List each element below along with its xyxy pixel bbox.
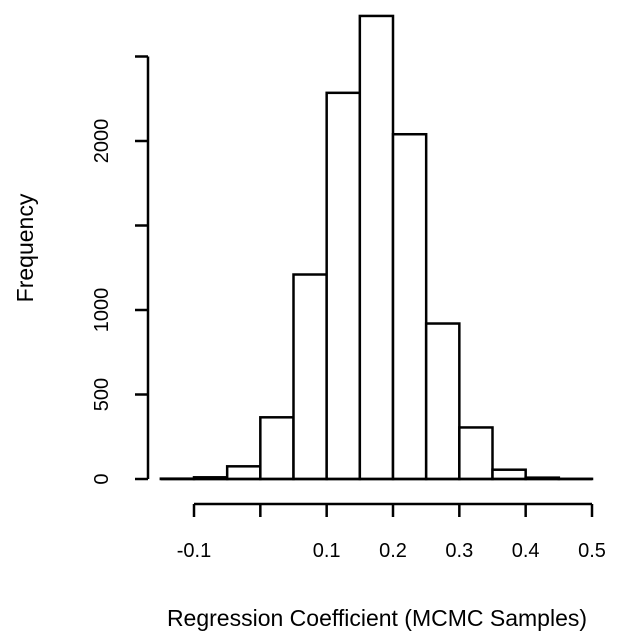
histogram-bar — [259, 416, 295, 481]
x-axis-tick-label: 0.4 — [512, 540, 540, 562]
histogram-bars — [159, 14, 594, 481]
x-axis-label: Regression Coefficient (MCMC Samples) — [167, 605, 587, 631]
y-axis-tick-label: 1000 — [91, 288, 113, 333]
y-axis-tick-label: 500 — [91, 378, 113, 411]
histogram-bar — [491, 468, 527, 481]
x-axis-tick-label: 0.1 — [313, 540, 341, 562]
x-axis: -0.1 0.1 0.2 0.3 0.4 0.5 — [177, 502, 606, 562]
x-axis-tick-label: 0.2 — [379, 540, 407, 562]
x-axis-tick-label: -0.1 — [177, 540, 211, 562]
histogram-bar — [424, 322, 461, 481]
histogram-bar — [391, 132, 428, 481]
histogram-bar — [358, 14, 395, 481]
histogram-bar — [225, 465, 262, 481]
x-axis-tick-label: 0.5 — [578, 540, 606, 562]
x-axis-tick-label: 0.3 — [445, 540, 473, 562]
y-axis-label: Frequency — [12, 193, 38, 302]
histogram-bar — [458, 426, 494, 481]
y-axis: 0 500 1000 2000 — [91, 55, 150, 485]
histogram-bar — [325, 91, 362, 481]
y-axis-tick-label: 0 — [91, 473, 113, 484]
y-axis-tick-label: 2000 — [91, 119, 113, 164]
histogram-bar — [292, 273, 328, 481]
